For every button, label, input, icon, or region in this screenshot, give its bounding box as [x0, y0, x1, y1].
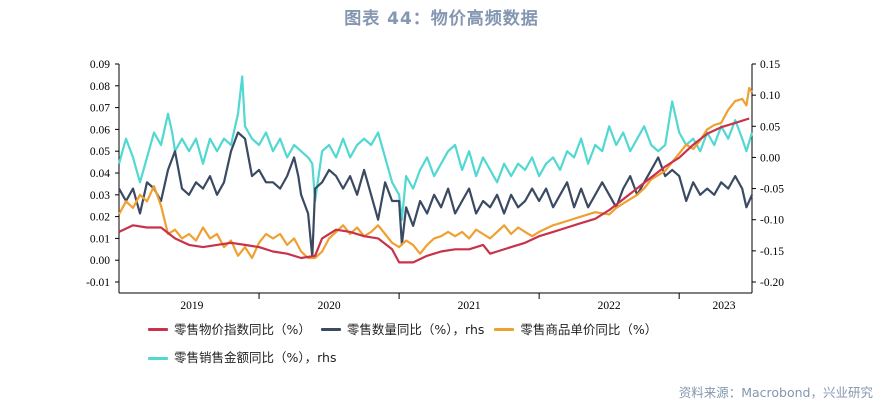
legend-swatch [494, 328, 515, 331]
right-tick-label: 0.00 [760, 152, 780, 164]
chart-title: 图表 44：物价高频数据 [344, 9, 539, 29]
legend-label: 零售销售金额同比（%），rhs [174, 350, 337, 365]
source-note: 资料来源：Macrobond，兴业研究 [678, 385, 873, 400]
left-tick-label: 0.06 [90, 124, 110, 136]
left-tick-label: 0.04 [90, 168, 110, 180]
series-line-3 [117, 75, 754, 221]
left-tick-label: 0.08 [90, 81, 110, 93]
right-tick-label: -0.20 [760, 277, 784, 289]
x-tick-label: 2020 [318, 300, 341, 310]
left-tick-label: 0.02 [90, 212, 110, 224]
series-line-1 [118, 131, 754, 259]
x-tick-label: 2019 [180, 300, 203, 310]
right-tick-label: -0.05 [760, 184, 784, 196]
legend-label: 零售物价指数同比（%） [174, 321, 311, 337]
left-tick-label: 0.09 [90, 59, 110, 71]
legend-item: 零售数量同比（%），rhs [320, 317, 485, 343]
x-tick-label: 2022 [598, 300, 621, 310]
legend-item: 零售销售金额同比（%），rhs [148, 345, 336, 371]
left-tick-label: -0.01 [86, 277, 110, 289]
left-tick-label: 0.00 [90, 255, 110, 267]
legend-item: 零售商品单价同比（%） [494, 317, 657, 343]
right-tick-label: 0.10 [760, 90, 780, 102]
chart-legend: 零售物价指数同比（%） 零售数量同比（%），rhs 零售商品单价同比（%） 零售销售金… [148, 314, 788, 371]
right-tick-label: 0.05 [760, 121, 780, 133]
x-tick-label: 2021 [458, 300, 481, 310]
series-line-0 [118, 117, 750, 264]
legend-item: 零售物价指数同比（%） [148, 317, 311, 343]
legend-swatch [148, 356, 168, 360]
left-tick-label: 0.01 [90, 233, 110, 245]
chart-plot: 0.09 0.08 0.07 0.06 0.05 0.04 0.03 0.02 0.01 0.00… [86, 59, 784, 310]
legend-label: 零售数量同比（%），rhs [346, 321, 485, 337]
left-tick-label: 0.07 [90, 103, 110, 115]
right-tick-label: 0.15 [760, 59, 780, 71]
right-tick-label: -0.15 [760, 246, 784, 258]
legend-swatch [320, 328, 341, 331]
left-tick-label: 0.05 [90, 146, 110, 158]
legend-label: 零售商品单价同比（%） [520, 321, 658, 337]
series-line-2 [118, 86, 753, 260]
axes-layer: 0.09 0.08 0.07 0.06 0.05 0.04 0.03 0.02 0.01 0.00… [86, 59, 784, 310]
left-tick-label: 0.03 [90, 190, 110, 202]
legend-swatch [148, 328, 168, 331]
right-tick-label: -0.10 [760, 215, 784, 227]
x-tick-label: 2023 [712, 300, 735, 310]
series-layer [117, 75, 754, 264]
